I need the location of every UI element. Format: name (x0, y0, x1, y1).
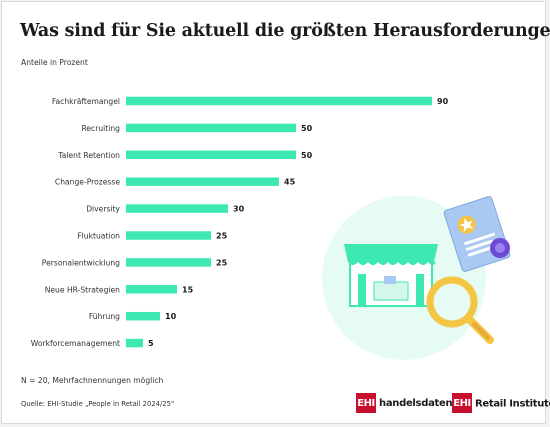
category-label: Personalentwicklung (42, 258, 120, 267)
value-label: 50 (301, 151, 313, 160)
sample-note: N = 20, Mehrfachnennungen möglich (21, 376, 164, 385)
bar (126, 204, 228, 213)
bar (126, 258, 211, 267)
bar (126, 231, 211, 240)
retail-institute-logo[interactable]: EHI Retail Institute® (452, 392, 550, 414)
chart-subtitle: Anteile in Prozent (21, 58, 88, 67)
value-label: 10 (165, 312, 177, 321)
category-label: Fachkräftemangel (52, 97, 120, 106)
magnifier-icon (426, 276, 494, 344)
bar (126, 150, 296, 160)
bar (126, 338, 143, 348)
bar (126, 96, 432, 106)
category-label: Diversity (86, 205, 120, 214)
ehi-mark-2: EHI (452, 393, 472, 413)
handelsdaten-label: handelsdaten.de (379, 397, 470, 409)
badge-icon (490, 238, 510, 258)
category-label: Recruiting (81, 124, 120, 133)
category-label: Fluktuation (77, 232, 120, 241)
value-label: 50 (301, 124, 313, 133)
bar (126, 285, 177, 294)
chart-title: Was sind für Sie aktuell die größten Her… (20, 21, 550, 41)
bar (126, 311, 160, 321)
value-label: 5 (148, 339, 154, 348)
value-label: 45 (284, 178, 296, 187)
bar (126, 177, 279, 186)
store-icon (344, 244, 438, 307)
value-label: 15 (182, 285, 194, 294)
value-label: 25 (216, 232, 228, 241)
category-label: Change-Prozesse (55, 178, 120, 187)
category-label: Führung (89, 312, 120, 321)
handelsdaten-logo[interactable]: EHI handelsdaten.de (356, 392, 469, 414)
bar (126, 123, 296, 133)
category-label: Talent Retention (57, 151, 120, 160)
category-label: Workforcemanagement (31, 339, 120, 348)
source-note: Quelle: EHI-Studie „People in Retail 202… (21, 400, 175, 408)
value-label: 30 (233, 205, 245, 214)
ehi-mark: EHI (356, 393, 376, 413)
category-label: Neue HR-Strategien (45, 285, 120, 294)
retail-institute-label: Retail Institute® (475, 398, 550, 410)
value-label: 25 (216, 258, 228, 267)
retail-illustration (322, 196, 511, 360)
value-label: 90 (437, 97, 449, 106)
